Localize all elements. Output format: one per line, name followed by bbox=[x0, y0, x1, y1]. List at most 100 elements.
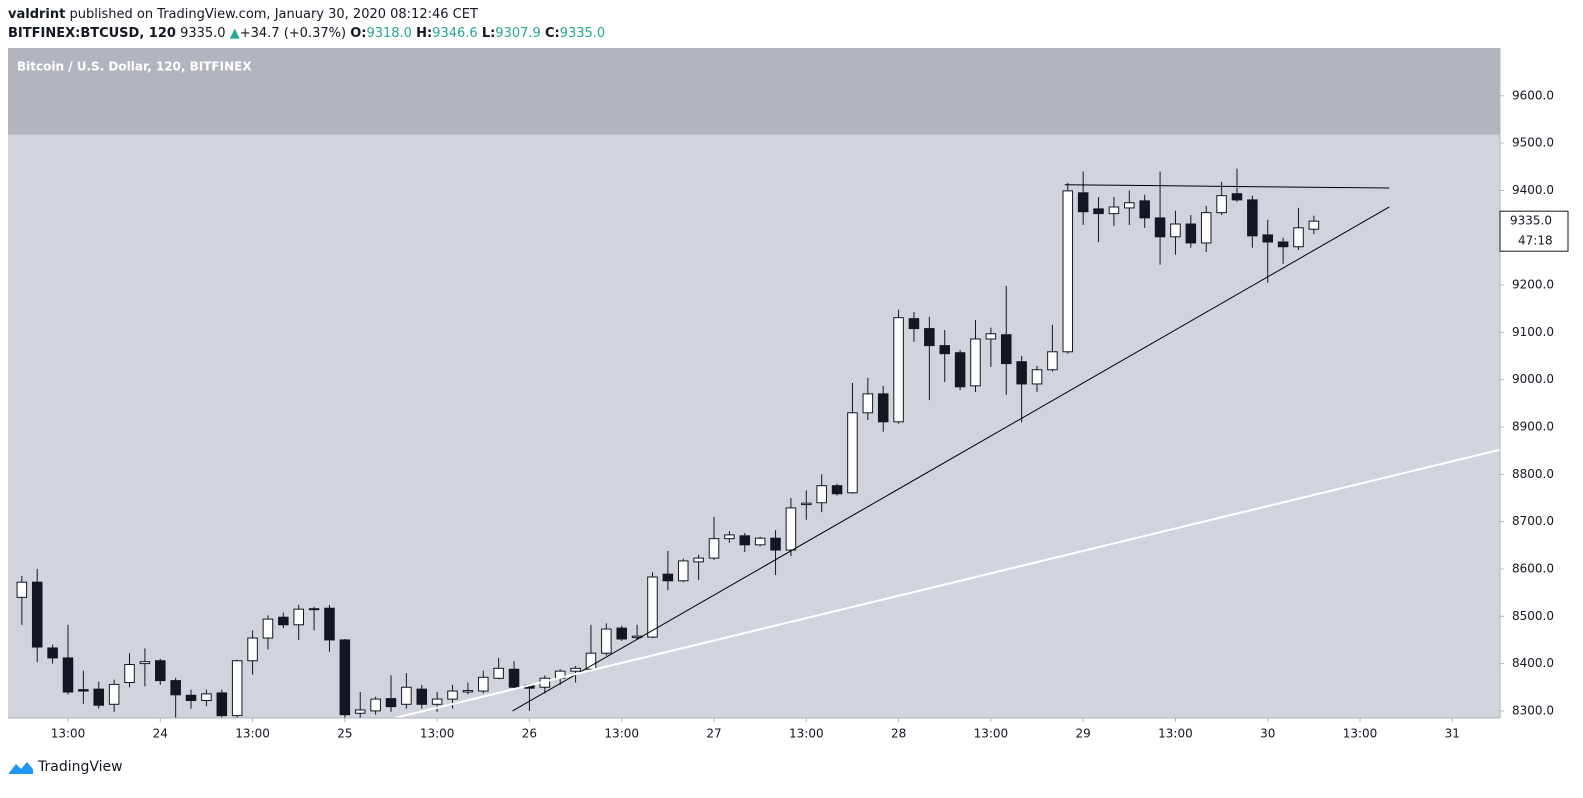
candle-body bbox=[78, 689, 89, 692]
candle-body bbox=[785, 507, 797, 551]
candle-body bbox=[1016, 361, 1027, 385]
candle-body bbox=[31, 581, 43, 648]
candle-body bbox=[1293, 227, 1304, 248]
candle-body bbox=[616, 627, 627, 640]
candle-body bbox=[493, 667, 504, 679]
candle-body bbox=[939, 345, 950, 355]
chart-title: Bitcoin / U.S. Dollar, 120, BITFINEX bbox=[17, 60, 252, 74]
axes: 8300.0 8400.0 8500.0 8600.0 8700.0 8800.0 8900… bbox=[51, 88, 1569, 741]
candle-body bbox=[601, 628, 612, 654]
candle-body bbox=[908, 318, 920, 330]
x-tick-label: 31 bbox=[1445, 727, 1460, 741]
candle-body bbox=[1077, 192, 1089, 213]
x-tick-label: 13:00 bbox=[789, 727, 824, 741]
y-tick-label: 9000.0 bbox=[1512, 372, 1554, 386]
candle-body bbox=[416, 688, 428, 705]
candle-body bbox=[877, 393, 889, 423]
candle-body bbox=[293, 608, 304, 626]
candle-body bbox=[262, 618, 274, 639]
x-tick-label: 13:00 bbox=[1158, 727, 1193, 741]
candle-body bbox=[985, 333, 997, 340]
candle-body bbox=[93, 688, 105, 706]
x-tick-label: 27 bbox=[706, 727, 721, 741]
candle-body bbox=[1062, 190, 1074, 353]
countdown: 47:18 bbox=[1518, 234, 1553, 248]
y-tick-label: 8400.0 bbox=[1512, 656, 1554, 670]
candle-body bbox=[478, 676, 489, 692]
candle-body bbox=[1047, 351, 1058, 371]
last: 9335.0 bbox=[180, 26, 226, 41]
candle-body bbox=[770, 537, 781, 551]
x-tick-label: 13:00 bbox=[1343, 727, 1378, 741]
candle-body bbox=[16, 581, 28, 598]
candle-body bbox=[1093, 208, 1104, 215]
header: valdrint published on TradingView.com, J… bbox=[8, 5, 605, 43]
candle-body bbox=[108, 683, 120, 705]
footer-text: TradingView bbox=[38, 759, 123, 775]
candle-body bbox=[754, 537, 766, 546]
candle-body bbox=[401, 686, 412, 705]
candle-body bbox=[924, 328, 935, 347]
candle-body bbox=[739, 535, 751, 546]
candle-body bbox=[170, 680, 181, 696]
y-tick-label: 9200.0 bbox=[1512, 278, 1554, 292]
x-tick-label: 13:00 bbox=[974, 727, 1009, 741]
h-label: H: bbox=[416, 26, 433, 41]
x-tick-label: 13:00 bbox=[420, 727, 455, 741]
candle-body bbox=[1262, 234, 1274, 243]
x-tick-label: 30 bbox=[1260, 727, 1275, 741]
l-label: L: bbox=[481, 26, 496, 41]
candle-body bbox=[585, 652, 597, 670]
candle-body bbox=[1108, 206, 1120, 215]
candle-body bbox=[570, 667, 581, 672]
candle-body bbox=[1000, 334, 1012, 365]
candle-body bbox=[216, 692, 228, 717]
candle-body bbox=[1124, 202, 1135, 209]
candle-body bbox=[278, 616, 289, 626]
author: valdrint bbox=[8, 7, 66, 22]
candle-body bbox=[62, 657, 74, 693]
candle-body bbox=[1170, 223, 1181, 238]
y-tick-label: 8900.0 bbox=[1512, 420, 1554, 434]
candle-body bbox=[847, 412, 858, 494]
x-tick-label: 24 bbox=[153, 727, 168, 741]
candle-body bbox=[831, 485, 843, 495]
candle-body bbox=[447, 690, 458, 700]
candle-body bbox=[816, 485, 827, 504]
plot-area bbox=[8, 48, 1500, 718]
candle-body bbox=[724, 534, 735, 540]
trendline bbox=[1064, 184, 1390, 189]
header-line-2: BITFINEX:BTCUSD, 120 9335.0 ▲+34.7 (+0.3… bbox=[8, 24, 605, 43]
candle-body bbox=[370, 698, 381, 712]
x-tick-label: 29 bbox=[1076, 727, 1091, 741]
candle-body bbox=[1308, 220, 1320, 230]
candle-body bbox=[1277, 241, 1289, 248]
candle-body bbox=[970, 338, 981, 387]
candle-body bbox=[647, 576, 658, 638]
candle-body bbox=[1216, 195, 1227, 214]
last-price-label: 9335.0 bbox=[1510, 214, 1552, 228]
y-tick-label: 8600.0 bbox=[1512, 561, 1554, 575]
candle-body bbox=[677, 560, 689, 582]
y-tick-label: 9600.0 bbox=[1512, 88, 1554, 102]
logo bbox=[9, 762, 33, 774]
l: 9307.9 bbox=[495, 26, 541, 41]
trendline bbox=[394, 448, 1500, 718]
arrow: ▲ bbox=[229, 26, 240, 41]
candle-body bbox=[1200, 212, 1212, 244]
published: published on TradingView.com, January 30… bbox=[69, 7, 478, 22]
candle-body bbox=[339, 639, 351, 716]
trendline bbox=[512, 206, 1390, 712]
h: 9346.6 bbox=[432, 26, 478, 41]
candle-body bbox=[139, 661, 151, 665]
candle-body bbox=[508, 668, 520, 688]
candle-body bbox=[324, 607, 335, 641]
candle-body bbox=[247, 637, 258, 662]
candle-body bbox=[155, 660, 166, 682]
y-tick-label: 8500.0 bbox=[1512, 609, 1554, 623]
candle-body bbox=[862, 393, 874, 414]
candle-body bbox=[662, 573, 674, 582]
footer[interactable]: TradingView bbox=[8, 759, 123, 775]
